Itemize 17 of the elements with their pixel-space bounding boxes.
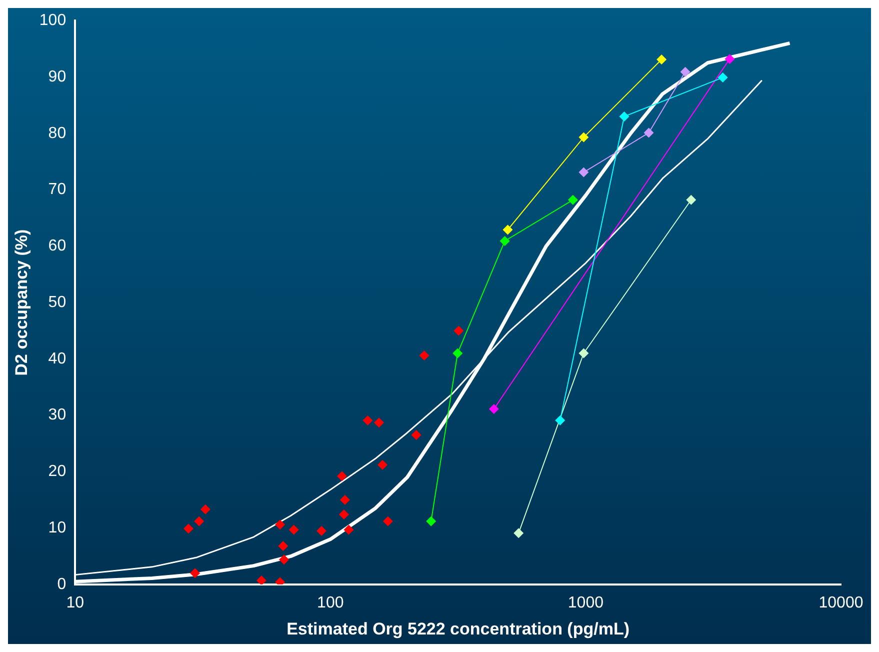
y-tick-label: 10 <box>48 519 66 536</box>
y-tick-label: 50 <box>48 294 66 311</box>
y-tick-label: 90 <box>48 68 66 86</box>
y-tick-label: 30 <box>48 406 66 424</box>
y-tick-label: 20 <box>48 463 66 480</box>
y-tick-label: 80 <box>48 124 66 142</box>
x-tick-label: 100 <box>317 594 344 612</box>
y-tick-label: 70 <box>48 181 66 198</box>
y-tick-label: 40 <box>48 350 66 368</box>
x-axis-title: Estimated Org 5222 concentration (pg/mL) <box>286 619 630 638</box>
y-tick-label: 100 <box>39 12 66 30</box>
y-tick-label: 60 <box>48 238 66 255</box>
x-tick-label: 10 <box>66 594 84 612</box>
x-tick-label: 1000 <box>568 594 604 612</box>
y-axis-title: D2 occupancy (%) <box>12 229 31 376</box>
y-tick-label: 0 <box>57 576 66 593</box>
x-tick-label: 10000 <box>818 594 864 612</box>
